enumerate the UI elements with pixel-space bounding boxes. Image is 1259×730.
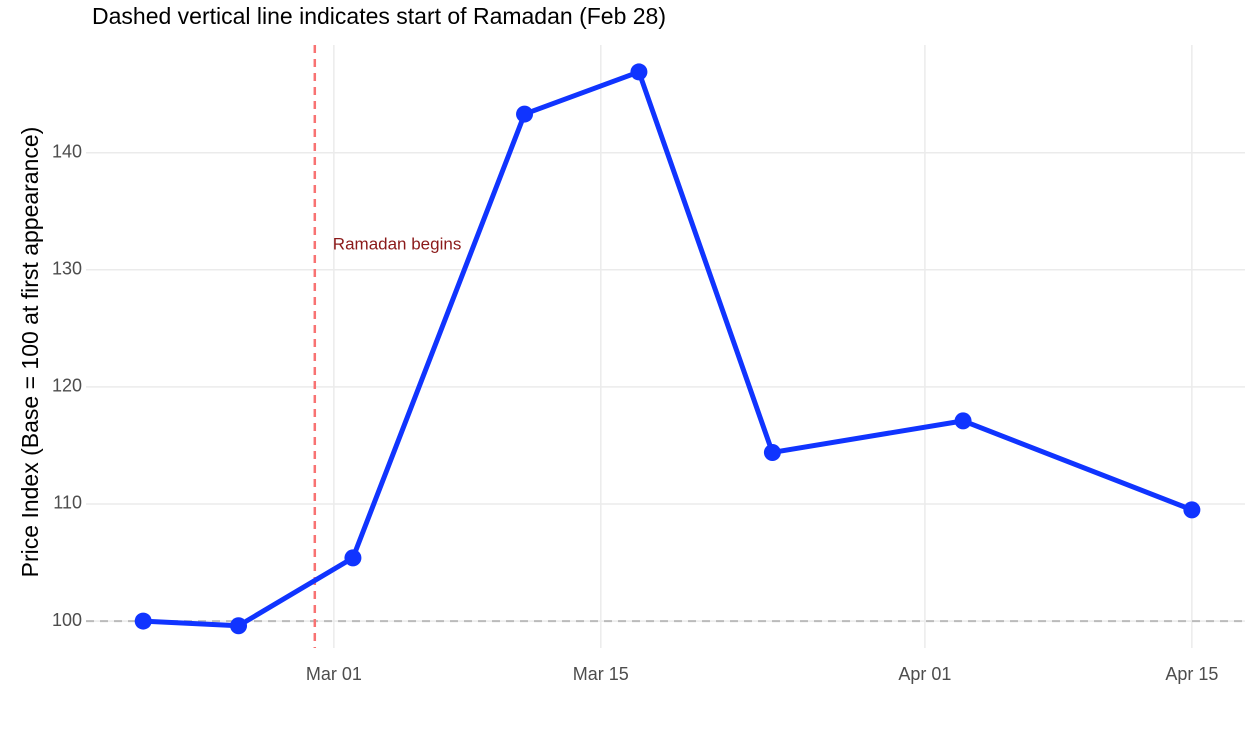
x-tick-label: Mar 01 — [306, 664, 362, 684]
x-tick-label: Mar 15 — [573, 664, 629, 684]
data-point — [1183, 501, 1201, 519]
y-tick-label: 120 — [52, 376, 82, 396]
y-tick-label: 110 — [53, 493, 82, 513]
y-axis-label: Price Index (Base = 100 at first appeara… — [17, 127, 43, 578]
data-point — [630, 63, 648, 81]
data-point — [954, 412, 972, 430]
y-tick-label: 140 — [52, 141, 82, 161]
data-point — [763, 443, 781, 461]
data-point — [516, 105, 534, 123]
x-tick-label: Apr 01 — [898, 664, 951, 684]
x-tick-label: Apr 15 — [1165, 664, 1218, 684]
chart-title: Dashed vertical line indicates start of … — [92, 3, 666, 29]
annotation: Ramadan begins — [333, 234, 462, 253]
series-line — [143, 69, 1193, 629]
data-point — [230, 617, 248, 635]
y-tick-label: 130 — [52, 259, 82, 279]
y-tick-label: 100 — [52, 610, 82, 630]
data-point — [134, 612, 152, 630]
data-point — [344, 549, 362, 567]
